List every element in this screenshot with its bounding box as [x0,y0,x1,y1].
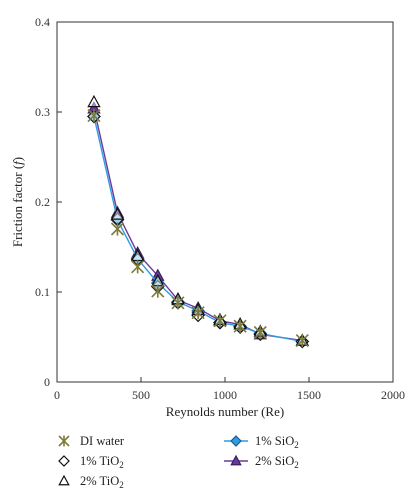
data-point [233,319,247,333]
legend-marker [230,435,242,447]
y-tick-label: 0.3 [35,105,50,119]
data-point [87,94,101,108]
data-point [253,325,267,340]
y-tick-label: 0.4 [35,15,50,29]
legend-item: 2% SiO2 [224,454,299,470]
axes: 0 500 1000 1500 2000 0 0.1 0.2 0.3 0.4 [35,15,405,402]
legend-marker [58,455,70,467]
series-di-water [87,109,309,348]
data-point [110,207,125,220]
data-point [131,260,145,274]
x-axis-label: Reynolds number (Re) [166,404,284,419]
legend-label: 2% TiO2 [80,474,124,490]
x-tick-label: 2000 [381,388,405,402]
legend: DI water 1% TiO2 2% TiO2 1% SiO2 2% SiO2 [58,434,299,490]
data-point [110,222,125,236]
x-tick-label: 500 [132,388,150,402]
x-tick-label: 1000 [213,388,237,402]
legend-label: DI water [80,434,125,448]
legend-label: 2% SiO2 [255,454,299,470]
legend-item: DI water [58,434,125,448]
legend-label: 1% SiO2 [255,434,299,450]
y-tick-label: 0 [44,375,50,389]
data-point [151,284,165,298]
y-tick-label: 0.1 [35,285,50,299]
legend-marker [58,474,70,486]
x-tick-label: 1500 [297,388,321,402]
series-layer [87,94,310,349]
legend-item: 1% TiO2 [58,454,124,470]
y-axis-label: Friction factor (f) [10,157,25,247]
data-point [191,306,205,320]
data-point [171,296,185,310]
data-point [295,334,309,348]
y-tick-label: 0.2 [35,195,50,209]
plot-frame [56,21,394,383]
legend-marker [230,454,242,466]
data-point [87,109,101,123]
legend-item: 1% SiO2 [224,434,299,450]
legend-label: 1% TiO2 [80,454,124,470]
series-line [93,116,303,343]
legend-marker [58,435,70,447]
data-point [213,314,227,328]
x-tick-label: 0 [54,388,60,402]
legend-item: 2% TiO2 [58,474,124,490]
